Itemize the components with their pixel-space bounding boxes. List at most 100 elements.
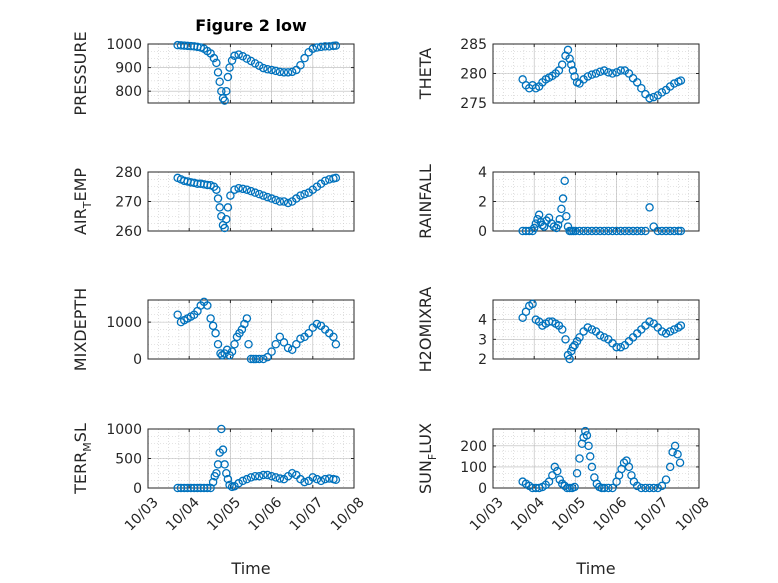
y-tick-label: 500 <box>115 452 142 468</box>
data-point <box>612 68 621 77</box>
series-markers <box>518 426 685 493</box>
y-label-tail: SL <box>71 423 90 442</box>
data-point <box>641 226 650 236</box>
data-point <box>283 68 293 77</box>
data-point <box>653 483 663 493</box>
data-point <box>595 331 605 340</box>
data-point <box>575 454 584 463</box>
data-point <box>312 43 322 52</box>
x-axis-label: Time <box>575 559 615 578</box>
data-point <box>225 480 234 490</box>
y-label-main: SUN <box>416 460 435 494</box>
y-tick-label: 1000 <box>106 422 142 438</box>
data-point <box>587 325 597 334</box>
data-point <box>220 223 229 233</box>
data-point <box>560 481 569 491</box>
subplot-rainfall: 0 2 4 RAINFALL <box>416 164 700 240</box>
data-point <box>246 354 256 364</box>
data-point <box>267 471 276 481</box>
data-point <box>624 69 634 78</box>
data-point <box>595 226 605 236</box>
y-axis-label: RAINFALL <box>416 164 435 239</box>
data-point <box>259 63 268 73</box>
data-point <box>674 226 683 236</box>
y-axis-label: AIRTEMP <box>71 168 94 235</box>
data-point <box>657 327 667 336</box>
data-point <box>557 325 567 334</box>
data-point <box>529 223 539 233</box>
data-point <box>259 354 268 364</box>
data-point <box>212 185 221 194</box>
data-point <box>213 339 223 349</box>
data-point <box>213 68 223 77</box>
data-point <box>665 327 675 336</box>
subplot-theta: 275 280 285 THETA <box>416 37 700 112</box>
data-point <box>548 471 557 480</box>
data-point <box>528 299 537 309</box>
data-point <box>565 354 574 364</box>
y-tick-label: 0 <box>133 352 142 368</box>
data-point <box>599 333 609 342</box>
data-point <box>254 354 264 364</box>
data-point <box>230 185 239 194</box>
data-point <box>316 476 326 486</box>
data-point <box>226 191 235 200</box>
data-point <box>296 334 305 343</box>
data-point <box>624 226 634 236</box>
data-point <box>218 94 228 103</box>
data-point <box>582 431 592 440</box>
data-point <box>222 86 231 96</box>
series-markers <box>518 45 686 103</box>
y-axis-label: SUNFLUX <box>416 423 439 494</box>
data-point <box>553 220 563 230</box>
y-tick-label: 2 <box>478 195 487 211</box>
series-markers <box>173 424 341 493</box>
data-point <box>300 53 309 63</box>
y-label-sub: T <box>81 201 94 209</box>
data-point <box>234 183 243 193</box>
data-point <box>557 204 566 214</box>
data-point <box>673 450 682 459</box>
data-point <box>653 226 663 236</box>
data-point <box>599 226 609 236</box>
axes-box <box>492 299 700 360</box>
data-point <box>242 474 252 484</box>
data-point <box>271 66 280 76</box>
data-point <box>558 194 568 203</box>
y-label-main: MIXDEPTH <box>71 288 90 371</box>
data-point <box>263 352 272 362</box>
y-label-main: PRESSURE <box>71 31 90 115</box>
data-point <box>320 42 330 51</box>
data-point <box>612 342 621 352</box>
y-label-main: H2OMIXRA <box>416 287 435 373</box>
data-point <box>657 481 667 491</box>
data-point <box>637 226 646 236</box>
data-point <box>587 462 597 472</box>
data-point <box>279 338 289 347</box>
y-label-tail: LUX <box>416 423 435 454</box>
data-point <box>670 441 680 451</box>
data-point <box>316 42 326 52</box>
data-point <box>616 226 625 236</box>
data-point <box>632 78 642 87</box>
data-point <box>675 458 685 467</box>
data-point <box>591 226 601 236</box>
data-point <box>212 58 221 68</box>
data-point <box>550 462 560 472</box>
data-point <box>304 328 313 338</box>
data-point <box>616 342 625 352</box>
data-point <box>212 468 221 478</box>
data-point <box>312 474 322 484</box>
data-point <box>565 483 574 493</box>
y-label-sub: M <box>81 442 94 452</box>
data-point <box>267 347 276 356</box>
data-point <box>173 310 182 319</box>
data-point <box>665 462 675 472</box>
data-point <box>246 56 256 66</box>
data-point <box>223 474 233 484</box>
data-point <box>238 184 248 194</box>
data-point <box>632 226 642 236</box>
data-point <box>227 56 237 65</box>
x-axis-label: Time <box>230 559 270 578</box>
data-point <box>674 323 683 332</box>
